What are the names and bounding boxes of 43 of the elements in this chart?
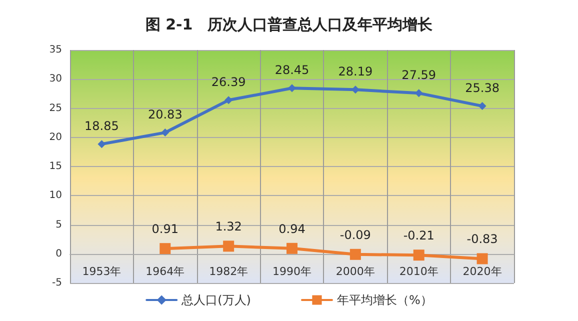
y-tick-label: 5: [56, 219, 62, 230]
data-label: 27.59: [402, 68, 436, 82]
y-tick-label: 35: [49, 44, 62, 56]
chart-title: 图 2-1 历次人口普查总人口及年平均增长: [145, 16, 434, 34]
y-tick-label: 25: [49, 102, 62, 114]
data-label: 28.19: [338, 64, 373, 79]
y-tick-label: 10: [49, 190, 62, 202]
data-label: -0.83: [466, 232, 498, 246]
x-tick-label: 1990年: [272, 265, 312, 278]
data-label: 28.45: [274, 63, 310, 78]
data-label: 20.83: [148, 108, 182, 122]
y-tick-label: 20: [49, 132, 62, 143]
point: [478, 102, 486, 110]
x-tick-label: 1964年: [146, 265, 185, 278]
point: [413, 250, 424, 261]
data-label: 25.38: [465, 81, 500, 96]
y-tick-label: -5: [52, 278, 62, 288]
point: [288, 84, 296, 92]
y-tick-label: 0: [56, 248, 62, 260]
point: [223, 240, 234, 252]
point: [98, 140, 106, 148]
data-label: 0.94: [278, 222, 306, 236]
x-tick-label: 1982年: [209, 265, 248, 278]
point: [476, 253, 488, 264]
x-tick-label: 2000年: [336, 265, 375, 278]
data-label: 18.85: [84, 119, 119, 134]
data-label: 26.39: [211, 75, 246, 90]
point: [161, 128, 170, 137]
legend-label: 总人口(万人): [180, 293, 251, 307]
y-tick-label: 30: [49, 74, 62, 85]
point: [160, 243, 171, 254]
data-label: 0.91: [152, 222, 178, 236]
y-tick-label: 15: [49, 161, 62, 172]
x-tick-label: 2020年: [462, 265, 502, 278]
data-label: -0.21: [403, 228, 434, 243]
data-label: 1.32: [215, 220, 242, 234]
legend-label: 年平均增长（%）: [336, 293, 432, 307]
x-tick-label: 2010年: [399, 265, 438, 278]
point: [224, 96, 233, 104]
data-label: -0.09: [340, 228, 371, 242]
point: [350, 248, 361, 260]
x-tick-label: 1953年: [82, 265, 122, 278]
point: [286, 242, 298, 254]
